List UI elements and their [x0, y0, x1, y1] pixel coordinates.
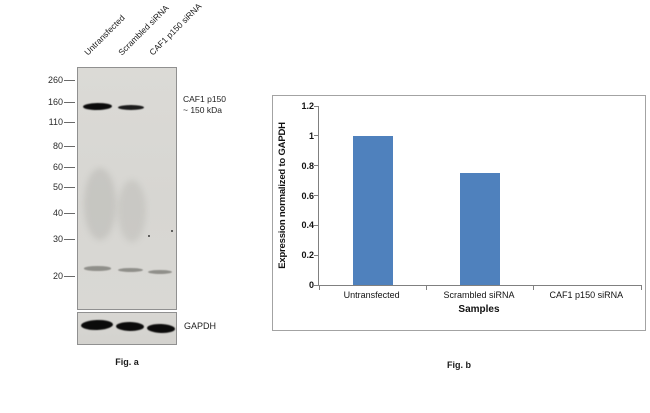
- y-tick-mark: [314, 165, 319, 167]
- mw-marker-value: 30: [52, 234, 63, 244]
- mw-marker-value: 50: [52, 182, 63, 192]
- y-tick-label: 1.2: [301, 101, 314, 111]
- mw-marker-value: 60: [52, 162, 63, 172]
- mw-marker-20: 20: [38, 271, 75, 281]
- mw-marker-value: 20: [52, 271, 63, 281]
- mw-marker-value: 160: [47, 97, 63, 107]
- y-tick-label: 0.8: [301, 160, 314, 171]
- band-caf1p150-lane1: [82, 102, 113, 111]
- band-gapdh-lane2: [115, 321, 145, 332]
- target-band-annotation-line2: ~ 150 kDa: [183, 105, 222, 115]
- category-label: CAF1 p150 siRNA: [549, 290, 624, 300]
- western-blot-figure: Untransfected Scrambled siRNA CAF1 p150 si…: [0, 0, 260, 413]
- band-nonspecific-lane3: [148, 270, 172, 274]
- loading-control-label: GAPDH: [184, 321, 217, 331]
- band-nonspecific-lane1: [84, 266, 111, 271]
- category-label: Scrambled siRNA: [443, 290, 515, 300]
- mw-marker-60: 60: [38, 162, 75, 172]
- x-tick-mark: [640, 285, 642, 290]
- blot-smudge: [118, 180, 146, 242]
- y-tick-mark: [314, 224, 319, 226]
- band-gapdh-lane1: [80, 319, 114, 331]
- x-tick-mark: [318, 285, 320, 290]
- blot-speckle: [148, 235, 150, 237]
- band-gapdh-lane3: [146, 323, 176, 334]
- blot-smudge: [84, 168, 116, 240]
- y-tick-mark: [314, 195, 319, 196]
- mw-marker-dash: [64, 166, 75, 168]
- plot-area: [314, 105, 642, 290]
- mw-marker-dash: [64, 212, 75, 214]
- mw-marker-dash: [64, 79, 75, 81]
- mw-marker-dash: [64, 121, 75, 123]
- target-band-annotation-line1: CAF1 p150: [183, 94, 226, 104]
- y-tick-label: 0.4: [301, 220, 314, 231]
- x-tick-mark: [533, 285, 535, 290]
- blot-membrane-gapdh: [77, 312, 177, 345]
- target-band-annotation: CAF1 p150 ~ 150 kDa: [183, 94, 226, 116]
- y-tick-label: 0.6: [301, 190, 314, 201]
- mw-marker-dash: [64, 186, 75, 188]
- fig-a-caption: Fig. a: [115, 357, 139, 367]
- mw-marker-50: 50: [38, 182, 75, 192]
- bar-chart-panel: Expression normalized to GAPDH 0 0.2 0.4 0.…: [272, 95, 646, 331]
- blot-membrane-main: [77, 67, 177, 310]
- mw-marker-40: 40: [38, 208, 75, 218]
- band-caf1p150-lane2: [118, 105, 144, 110]
- band-nonspecific-lane2: [118, 268, 143, 272]
- x-tick-mark: [425, 285, 427, 290]
- mw-marker-110: 110: [38, 117, 75, 127]
- y-tick-label: 0.2: [301, 250, 314, 261]
- category-label: Untransfected: [343, 290, 400, 300]
- fig-b-caption: Fig. b: [447, 360, 471, 370]
- bar-scrambled-sirna: [460, 173, 500, 285]
- mw-marker-value: 110: [48, 117, 63, 127]
- y-tick-mark: [314, 284, 319, 286]
- y-axis-tick-labels: 0 0.2 0.4 0.6 0.8 1 1.2: [287, 101, 314, 290]
- mw-marker-260: 260: [38, 75, 75, 85]
- mw-marker-value: 40: [52, 208, 63, 218]
- mw-marker-160: 160: [38, 97, 75, 107]
- x-axis-category-labels: Untransfected Scrambled siRNA CAF1 p150 si…: [318, 290, 640, 302]
- mw-marker-value: 80: [52, 141, 63, 151]
- x-axis-title: Samples: [458, 304, 500, 315]
- mw-marker-dash: [64, 275, 75, 277]
- mw-marker-30: 30: [38, 234, 75, 244]
- y-tick-mark: [314, 254, 319, 256]
- y-tick-label: 0: [308, 280, 314, 290]
- mw-marker-dash: [64, 238, 75, 240]
- mw-marker-value: 260: [47, 75, 63, 85]
- y-tick-mark: [314, 105, 319, 107]
- mw-marker-80: 80: [38, 141, 75, 151]
- bar-untransfected: [352, 135, 393, 285]
- blot-speckle: [171, 230, 173, 232]
- mw-marker-dash: [64, 145, 75, 147]
- y-tick-mark: [314, 135, 319, 137]
- mw-marker-dash: [64, 101, 75, 103]
- y-tick-label: 1: [308, 130, 314, 141]
